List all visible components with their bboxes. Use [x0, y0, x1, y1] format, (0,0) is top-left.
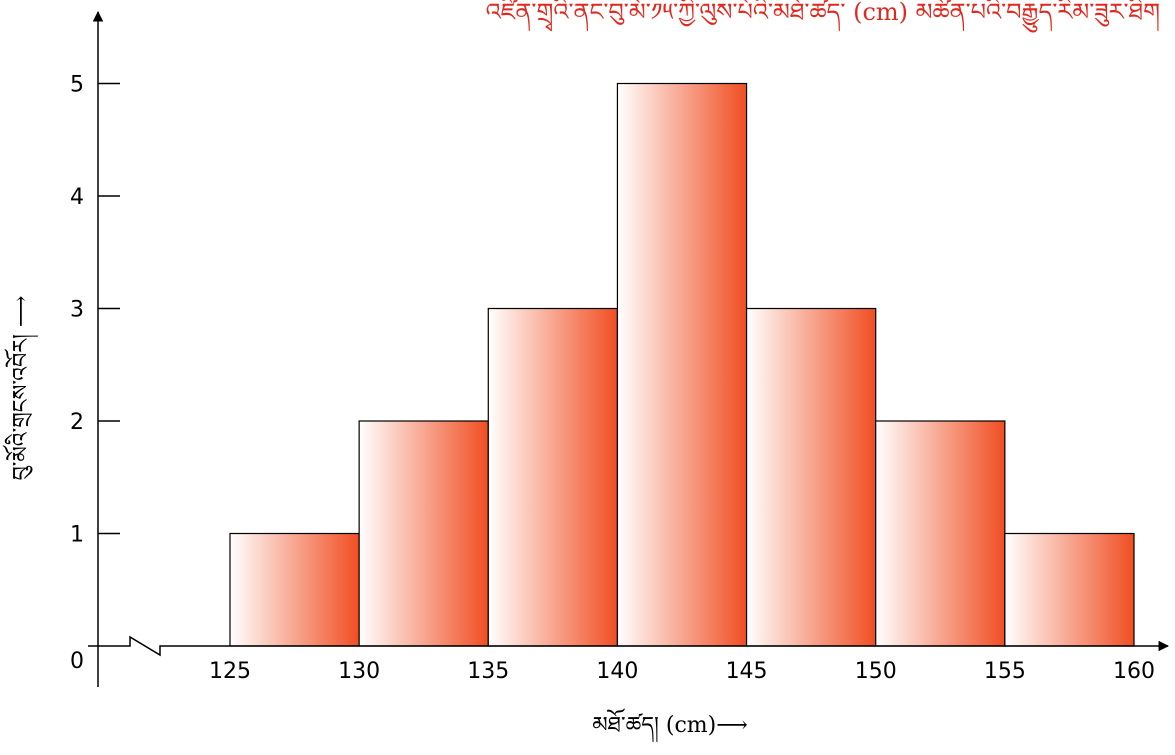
y-tick-label-2: 2 — [70, 410, 84, 435]
bar-145-150 — [745, 307, 877, 647]
y-tick-label-3: 3 — [70, 298, 84, 323]
bars-layer — [229, 82, 1135, 647]
y-ticks-layer: 0 1 2 3 4 5 — [70, 73, 120, 674]
x-tick-label-140: 140 — [596, 659, 638, 684]
x-tick-label-155: 155 — [984, 659, 1026, 684]
y-tick-label-5: 5 — [70, 73, 84, 98]
y-tick-label-4: 4 — [70, 185, 84, 210]
y-axis-title: བུ་མོའི་གྲངས་འབོར། ⟶ — [2, 296, 39, 481]
chart-title: འཛིན་གྲྭའི་ནང་བུ་མོ་༡༥་ཀྱི་ལུས་པོའི་མཐོ་… — [486, 0, 1160, 33]
bar-130-135 — [358, 420, 489, 647]
x-axis-break — [88, 635, 230, 657]
x-ticks-layer: 125 130 135 140 145 150 155 160 — [209, 659, 1155, 684]
bar-155-160 — [1004, 532, 1135, 647]
x-tick-label-160: 160 — [1113, 659, 1155, 684]
bar-150-155 — [875, 420, 1006, 647]
x-axis-title: མཐོ་ཚད། (cm)⟶ — [592, 708, 748, 743]
x-tick-label-145: 145 — [726, 659, 768, 684]
x-tick-label-130: 130 — [338, 659, 380, 684]
y-tick-label-0: 0 — [70, 649, 84, 674]
bar-135-140 — [487, 307, 619, 647]
bar-140-145 — [616, 82, 748, 647]
x-tick-label-135: 135 — [467, 659, 509, 684]
y-tick-label-1: 1 — [70, 523, 84, 548]
x-tick-label-125: 125 — [209, 659, 251, 684]
x-tick-label-150: 150 — [855, 659, 897, 684]
bar-125-130 — [229, 532, 360, 647]
